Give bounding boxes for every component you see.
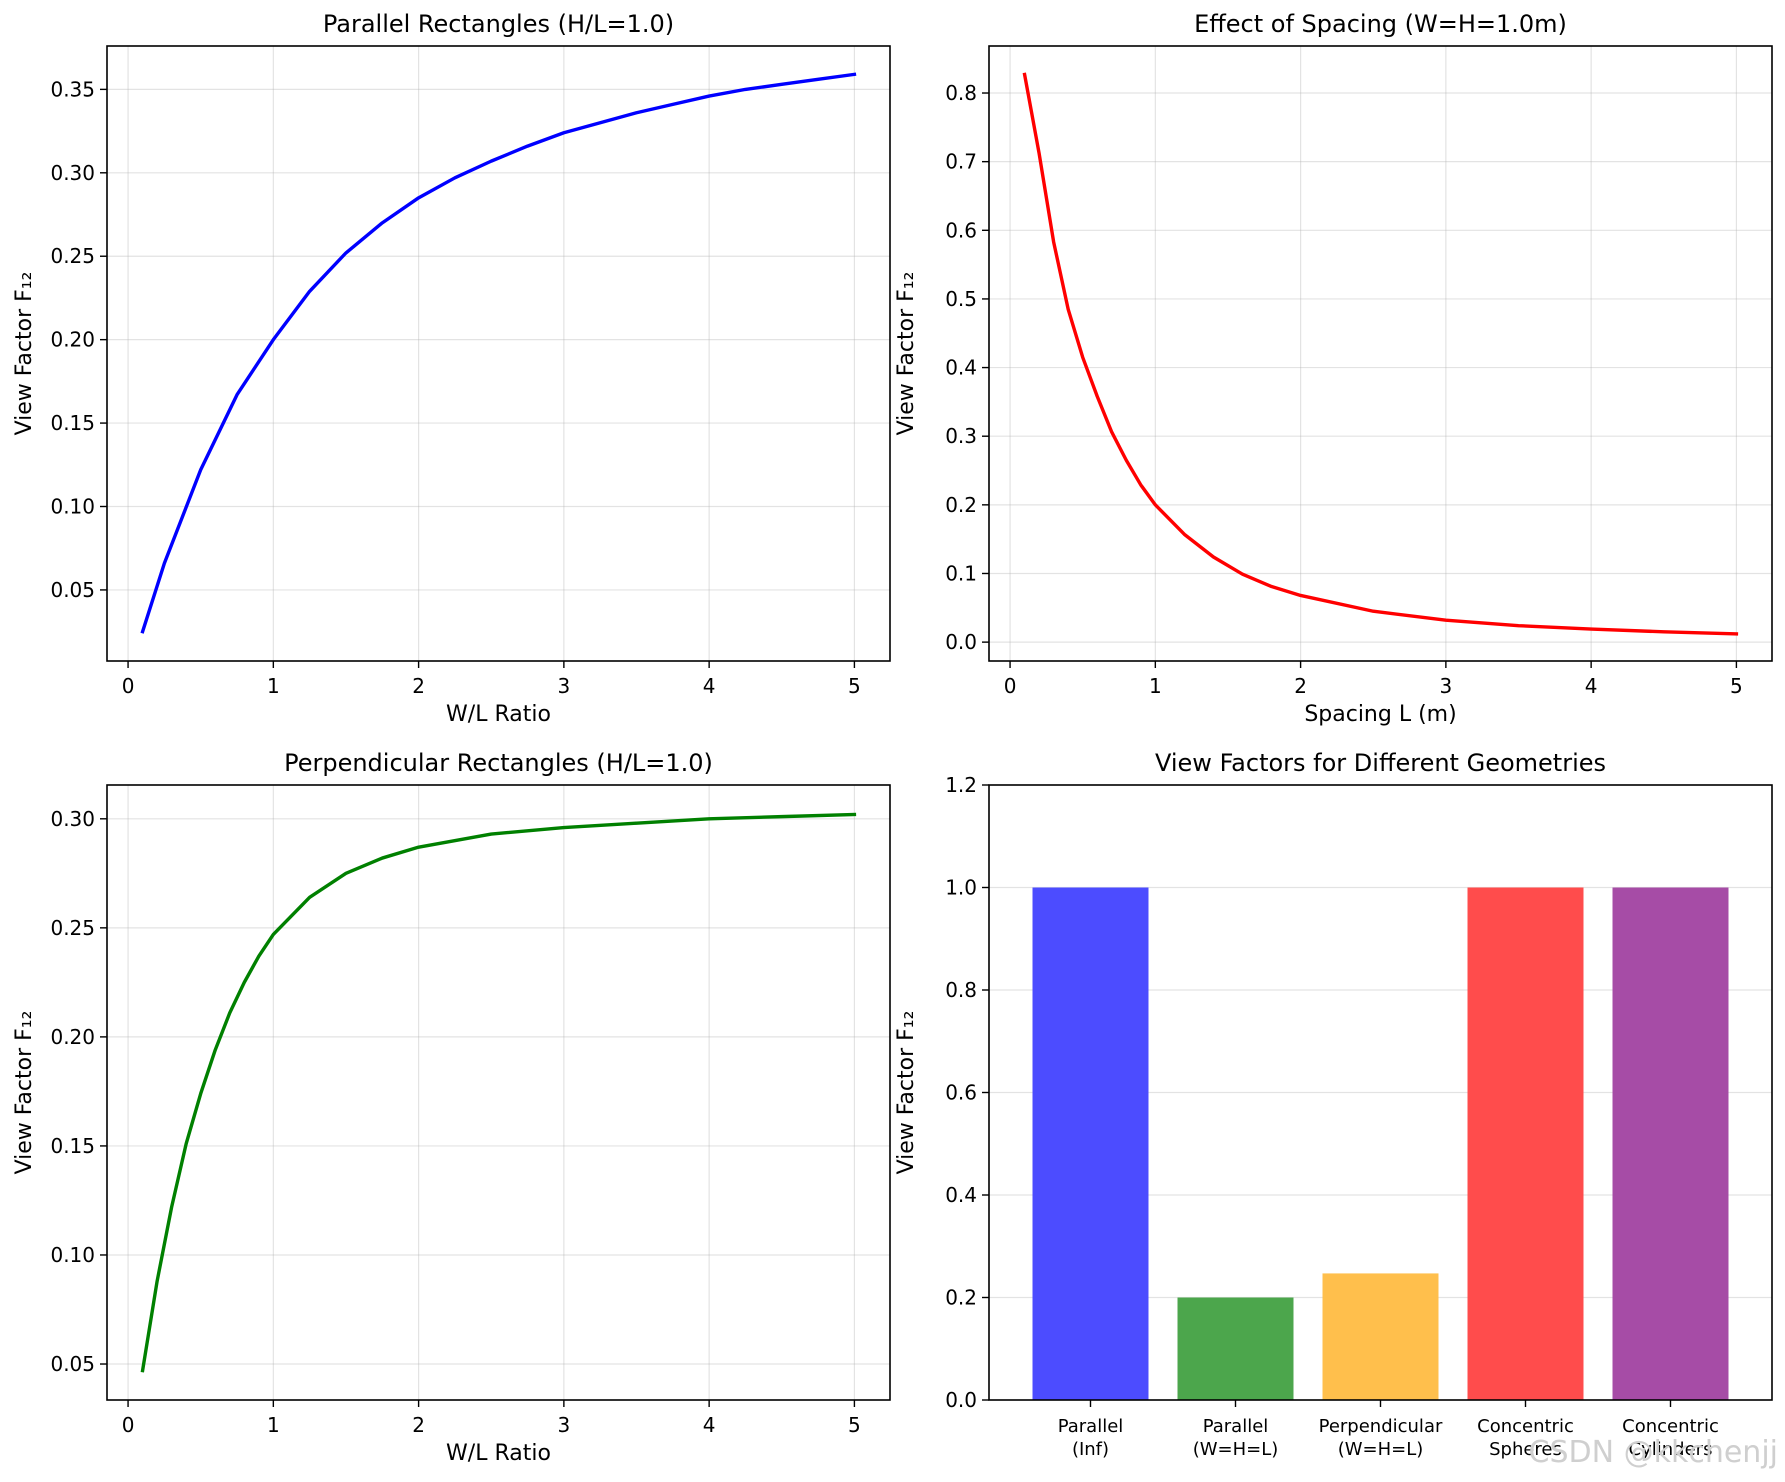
series-line xyxy=(1025,74,1737,633)
y-tick-label: 0.20 xyxy=(50,1025,95,1049)
x-tick-label: 4 xyxy=(703,674,716,698)
x-tick-label: 4 xyxy=(703,1413,716,1437)
x-tick-label: 1 xyxy=(267,1413,280,1437)
y-tick-label: 0.05 xyxy=(50,578,95,602)
y-tick-label: 0.2 xyxy=(945,493,977,517)
y-tick-label: 0.3 xyxy=(945,424,977,448)
x-tick-label: 5 xyxy=(1730,674,1743,698)
y-tick-label: 0.0 xyxy=(945,630,977,654)
y-tick-label: 0.25 xyxy=(50,916,95,940)
bar-1 xyxy=(1033,888,1149,1401)
x-tick-label: 0 xyxy=(122,1413,135,1437)
x-tick-label: 0 xyxy=(122,674,135,698)
x-tick-label: 3 xyxy=(558,1413,571,1437)
x-tick-label: 2 xyxy=(1294,674,1307,698)
chart-2: 0 1 2 3 4 5 0.0 0.1 0.2 0.3 0.4 0.5 0.6 0.7 0.8 Effect … xyxy=(894,10,1772,727)
x-axis-label: W/L Ratio xyxy=(446,702,551,727)
x-tick-label: 3 xyxy=(558,674,571,698)
series-line xyxy=(143,814,855,1370)
y-tick-label: 0.4 xyxy=(945,356,977,380)
y-tick-label: 1.0 xyxy=(945,876,977,900)
bar-3 xyxy=(1323,1273,1439,1400)
x-tick-label: Concentric xyxy=(1477,1416,1574,1437)
y-axis-label: View Factor F₁₂ xyxy=(894,1011,919,1175)
chart-1: 0 1 2 3 4 5 0.05 0.10 0.15 0.20 0.25 0.30 0.35 Parall… xyxy=(12,10,890,727)
x-tick-label: 1 xyxy=(1149,674,1162,698)
y-tick-label: 0.15 xyxy=(50,411,95,435)
x-tick-label: 4 xyxy=(1585,674,1598,698)
y-tick-label: 0.10 xyxy=(50,1243,95,1267)
x-tick-label: 1 xyxy=(267,674,280,698)
x-axis-label: Spacing L (m) xyxy=(1304,702,1456,727)
y-tick-label: 0.5 xyxy=(945,287,977,311)
y-tick-label: 0.1 xyxy=(945,561,977,585)
y-tick-label: 0.20 xyxy=(50,328,95,352)
axes-frame xyxy=(107,785,890,1400)
x-tick-label: (Inf) xyxy=(1072,1439,1109,1460)
chart-title: Perpendicular Rectangles (H/L=1.0) xyxy=(284,749,713,777)
chart-3: 0 1 2 3 4 5 0.05 0.10 0.15 0.20 0.25 0.30 Perpendicu… xyxy=(12,749,890,1466)
y-tick-label: 0.10 xyxy=(50,494,95,518)
bar-2 xyxy=(1178,1298,1294,1401)
x-tick-label: (W=H=L) xyxy=(1193,1439,1279,1460)
x-axis-label: W/L Ratio xyxy=(446,1441,551,1466)
x-tick-label: Perpendicular xyxy=(1319,1416,1443,1437)
y-tick-label: 0.7 xyxy=(945,150,977,174)
bar-5 xyxy=(1613,888,1729,1401)
y-axis-label: View Factor F₁₂ xyxy=(894,272,919,436)
axes-frame xyxy=(107,46,890,661)
chart-4: Parallel(Inf)Parallel(W=H=L)Perpendicula… xyxy=(894,749,1772,1460)
chart-title: Parallel Rectangles (H/L=1.0) xyxy=(323,10,674,38)
x-tick-label: Concentric xyxy=(1622,1416,1719,1437)
series-line xyxy=(143,74,855,631)
x-tick-label: 2 xyxy=(412,674,425,698)
x-tick-label: 0 xyxy=(1004,674,1017,698)
y-tick-label: 0.25 xyxy=(50,244,95,268)
y-axis-label: View Factor F₁₂ xyxy=(12,272,37,436)
y-tick-label: 0.0 xyxy=(945,1388,977,1412)
x-tick-label: Parallel xyxy=(1203,1416,1269,1437)
y-tick-label: 0.8 xyxy=(945,978,977,1002)
y-tick-label: 0.15 xyxy=(50,1134,95,1158)
x-tick-label: 3 xyxy=(1440,674,1453,698)
axes-frame xyxy=(989,46,1772,661)
chart-title: View Factors for Different Geometries xyxy=(1155,749,1606,777)
y-tick-label: 0.6 xyxy=(945,218,977,242)
x-tick-label: Parallel xyxy=(1058,1416,1124,1437)
figure: 0123450.050.100.150.200.250.300.35Parall… xyxy=(0,0,1785,1482)
x-tick-label: (W=H=L) xyxy=(1338,1439,1424,1460)
y-tick-label: 0.2 xyxy=(945,1286,977,1310)
y-tick-label: 0.05 xyxy=(50,1352,95,1376)
y-tick-label: 0.30 xyxy=(50,161,95,185)
y-tick-label: 0.35 xyxy=(50,77,95,101)
y-tick-label: 0.8 xyxy=(945,81,977,105)
watermark-text: CSDN @kkchenjj xyxy=(1529,1435,1778,1470)
chart-title: Effect of Spacing (W=H=1.0m) xyxy=(1194,10,1567,38)
x-tick-label: 2 xyxy=(412,1413,425,1437)
y-tick-label: 1.2 xyxy=(945,773,977,797)
x-tick-label: 5 xyxy=(848,1413,861,1437)
x-tick-label: 5 xyxy=(848,674,861,698)
y-tick-label: 0.4 xyxy=(945,1183,977,1207)
y-tick-label: 0.6 xyxy=(945,1081,977,1105)
bar-4 xyxy=(1468,888,1584,1401)
y-axis-label: View Factor F₁₂ xyxy=(12,1011,37,1175)
y-tick-label: 0.30 xyxy=(50,807,95,831)
